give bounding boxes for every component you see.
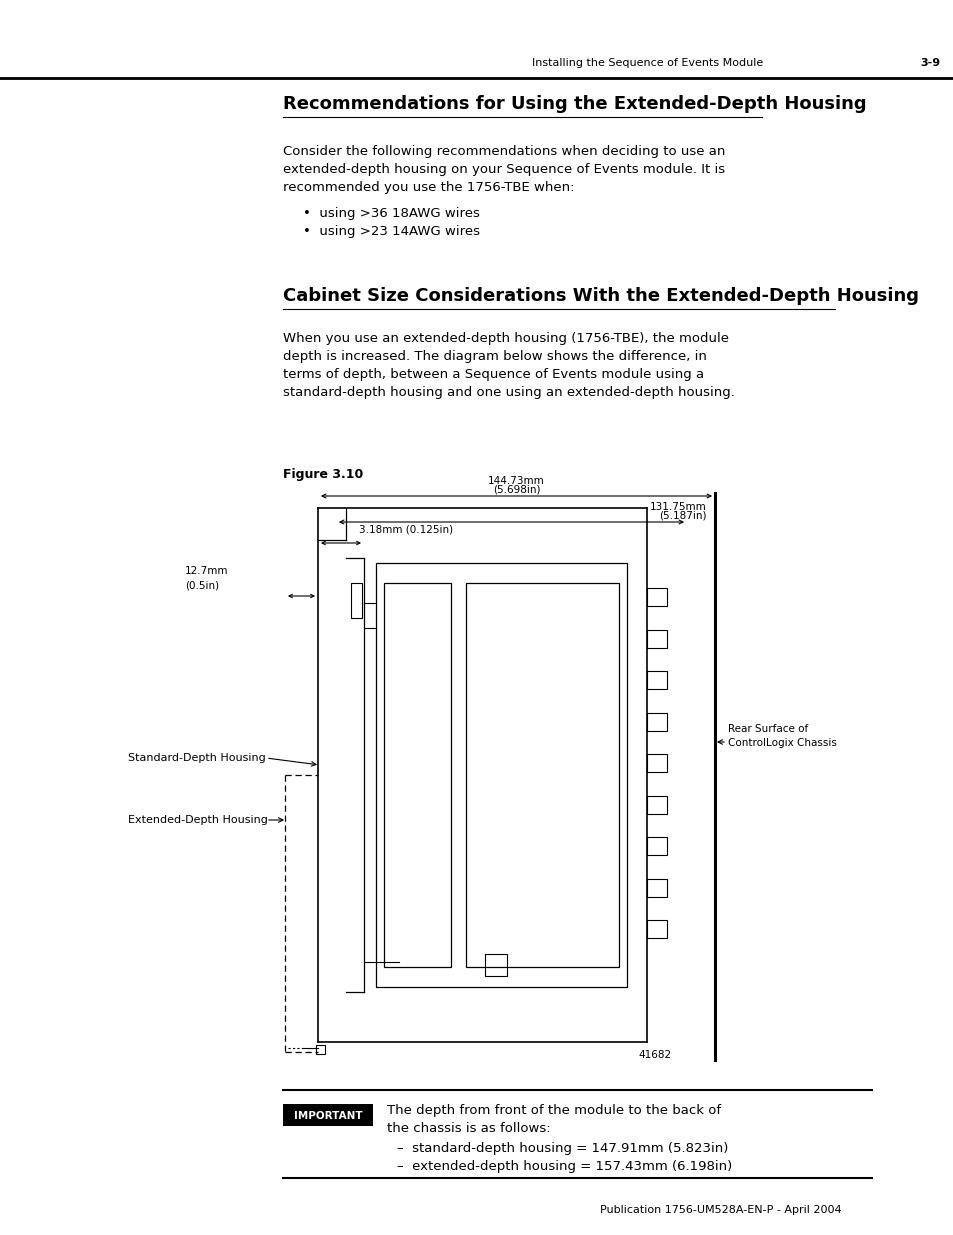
Bar: [646, 879, 666, 897]
Text: Installing the Sequence of Events Module: Installing the Sequence of Events Module: [532, 58, 762, 68]
Text: Figure 3.10: Figure 3.10: [283, 468, 363, 480]
Bar: [465, 583, 618, 967]
Bar: [646, 837, 666, 856]
Text: the chassis is as follows:: the chassis is as follows:: [387, 1123, 550, 1135]
Text: (5.187in): (5.187in): [659, 511, 706, 521]
Bar: [283, 1104, 373, 1126]
Text: Consider the following recommendations when deciding to use an: Consider the following recommendations w…: [283, 144, 724, 158]
Text: 12.7mm: 12.7mm: [185, 566, 229, 576]
Text: Rear Surface of: Rear Surface of: [727, 724, 807, 734]
Text: Cabinet Size Considerations With the Extended-Depth Housing: Cabinet Size Considerations With the Ext…: [283, 287, 918, 305]
Text: •  using >23 14AWG wires: • using >23 14AWG wires: [303, 225, 479, 238]
Text: IMPORTANT: IMPORTANT: [294, 1112, 362, 1121]
Bar: [646, 920, 666, 939]
Bar: [646, 795, 666, 814]
Text: extended-depth housing on your Sequence of Events module. It is: extended-depth housing on your Sequence …: [283, 163, 724, 177]
Bar: [646, 713, 666, 731]
Text: standard-depth housing and one using an extended-depth housing.: standard-depth housing and one using an …: [283, 387, 734, 399]
Text: –  standard-depth housing = 147.91mm (5.823in): – standard-depth housing = 147.91mm (5.8…: [396, 1142, 727, 1155]
Text: Standard-Depth Housing: Standard-Depth Housing: [128, 753, 266, 763]
Bar: [484, 953, 506, 976]
Text: Recommendations for Using the Extended-Depth Housing: Recommendations for Using the Extended-D…: [283, 95, 865, 112]
Text: 3.18mm (0.125in): 3.18mm (0.125in): [358, 525, 453, 535]
Text: 131.75mm: 131.75mm: [650, 501, 706, 513]
Text: (5.698in): (5.698in): [493, 485, 539, 495]
Text: (0.5in): (0.5in): [185, 580, 219, 590]
Bar: [646, 671, 666, 689]
Text: 144.73mm: 144.73mm: [488, 475, 544, 487]
Bar: [351, 583, 361, 618]
Text: ControlLogix Chassis: ControlLogix Chassis: [727, 739, 836, 748]
Text: –  extended-depth housing = 157.43mm (6.198in): – extended-depth housing = 157.43mm (6.1…: [396, 1160, 732, 1173]
Bar: [315, 1045, 325, 1053]
Bar: [646, 630, 666, 647]
Bar: [375, 563, 626, 987]
Bar: [646, 588, 666, 606]
Text: 41682: 41682: [638, 1050, 670, 1060]
Text: 3-9: 3-9: [919, 58, 939, 68]
Text: depth is increased. The diagram below shows the difference, in: depth is increased. The diagram below sh…: [283, 350, 706, 363]
Text: Extended-Depth Housing: Extended-Depth Housing: [128, 815, 268, 825]
Text: The depth from front of the module to the back of: The depth from front of the module to th…: [387, 1104, 720, 1116]
Text: When you use an extended-depth housing (1756-TBE), the module: When you use an extended-depth housing (…: [283, 332, 728, 345]
Text: recommended you use the 1756-TBE when:: recommended you use the 1756-TBE when:: [283, 182, 574, 194]
Text: Publication 1756-UM528A-EN-P - April 2004: Publication 1756-UM528A-EN-P - April 200…: [599, 1205, 841, 1215]
Text: terms of depth, between a Sequence of Events module using a: terms of depth, between a Sequence of Ev…: [283, 368, 703, 382]
Text: •  using >36 18AWG wires: • using >36 18AWG wires: [303, 207, 479, 220]
Bar: [646, 755, 666, 772]
Bar: [384, 583, 451, 967]
